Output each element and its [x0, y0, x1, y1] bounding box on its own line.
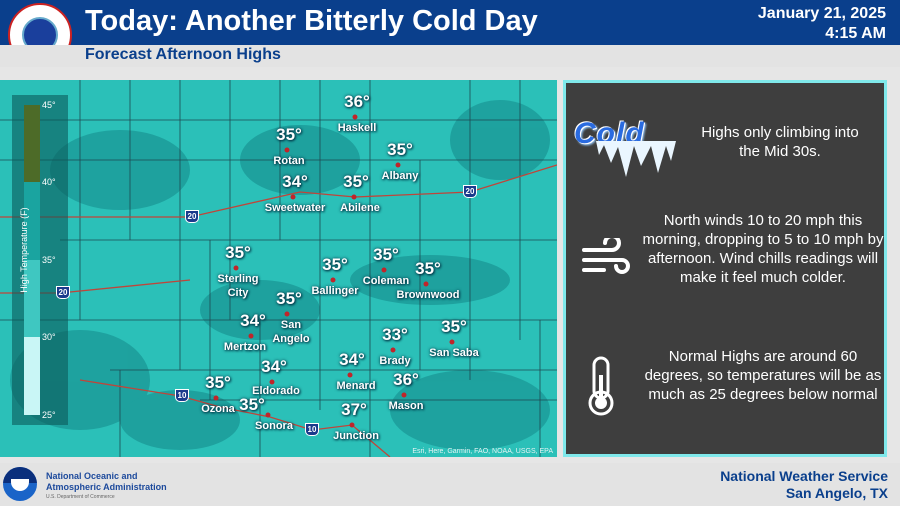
city-dot — [265, 412, 271, 418]
office-line1: National Weather Service — [720, 468, 888, 484]
city-high-temp: 35° — [239, 395, 265, 414]
city-high-temp: 33° — [382, 325, 408, 344]
city-name: Brownwood — [396, 289, 460, 301]
city-high-temp: 34° — [339, 350, 365, 369]
legend-tick: 25° — [42, 410, 56, 420]
city-dot — [351, 194, 357, 200]
legend-band-25-30 — [24, 337, 40, 415]
city-high-temp: 35° — [276, 289, 302, 308]
city-name: Coleman — [362, 275, 410, 287]
city-name: Ozona — [201, 403, 235, 415]
noaa-name: National Oceanic and Atmospheric Administ… — [46, 471, 167, 493]
noaa-logo — [3, 467, 37, 501]
noaa-name-line2: Atmospheric Administration — [46, 482, 167, 492]
city-name: Mason — [388, 400, 424, 412]
city-name: Eldorado — [252, 385, 300, 397]
noaa-name-line1: National Oceanic and — [46, 471, 138, 481]
city-high-temp: 34° — [282, 172, 308, 191]
map-credit: Esri, Here, Garmin, FAO, NOAA, USGS, EPA — [412, 448, 553, 455]
legend-tick: 30° — [42, 332, 56, 342]
city-dot — [330, 277, 336, 283]
city-name: Ballinger — [311, 285, 359, 297]
legend-band-35-40 — [24, 182, 40, 260]
city-high-temp: 35° — [276, 125, 302, 144]
city-high-temp: 35° — [387, 140, 413, 159]
legend-tick: 45° — [42, 100, 56, 110]
city-dot — [290, 194, 296, 200]
city-dot — [213, 395, 219, 401]
page-title: Today: Another Bitterly Cold Day — [85, 5, 538, 37]
subtitle-bar — [0, 45, 900, 67]
office-name: National Weather Service San Angelo, TX — [720, 468, 888, 502]
city-dot — [390, 347, 396, 353]
city-name: Haskell — [337, 122, 377, 134]
city-high-temp: 37° — [341, 400, 367, 419]
city-dot — [352, 114, 358, 120]
wind-icon — [582, 238, 630, 274]
highs-text: Highs only climbing into the Mid 30s. — [701, 124, 859, 160]
city-dot — [269, 379, 275, 385]
legend-band-40-45 — [24, 105, 40, 182]
office-line2: San Angelo, TX — [785, 485, 888, 501]
city-high-temp: 34° — [240, 311, 266, 330]
legend-tick: 40° — [42, 177, 56, 187]
city-name: Albany — [381, 170, 419, 182]
temperature-map: Esri, Here, Garmin, FAO, NOAA, USGS, EPA — [0, 80, 557, 457]
county-map — [0, 80, 557, 457]
legend-title: High Temperature (F) — [19, 207, 29, 293]
city-high-temp: 35° — [205, 373, 231, 392]
city-dot — [395, 162, 401, 168]
city-high-temp: 35° — [322, 255, 348, 274]
issue-time: 4:15 AM — [825, 25, 886, 42]
legend-band-30-35 — [24, 260, 40, 337]
temperature-legend: 45° 40° 35° 30° 25° High Temperature (F) — [12, 95, 68, 425]
city-name: Menard — [336, 380, 376, 392]
city-name: Mertzon — [223, 341, 267, 353]
city-high-temp: 36° — [393, 370, 419, 389]
cold-icon: Cold — [574, 117, 678, 179]
header-bar — [0, 0, 900, 45]
city-name: Junction — [333, 430, 379, 442]
page-subtitle: Forecast Afternoon Highs — [85, 46, 281, 63]
interstate-shield: 10 — [175, 389, 189, 402]
city-name: Sterling City — [217, 273, 259, 299]
city-high-temp: 34° — [261, 357, 287, 376]
legend-tick: 35° — [42, 255, 56, 265]
city-name: Rotan — [273, 155, 305, 167]
issue-date: January 21, 2025 — [757, 5, 886, 22]
interstate-shield: 20 — [185, 210, 199, 223]
interstate-shield: 20 — [463, 185, 477, 198]
city-dot — [401, 392, 407, 398]
city-name: Sweetwater — [264, 202, 326, 214]
city-name: San Angelo — [272, 319, 310, 345]
city-high-temp: 35° — [225, 243, 251, 262]
city-dot — [284, 311, 290, 317]
city-dot — [349, 422, 355, 428]
wind-text: North winds 10 to 20 mph this morning, d… — [642, 212, 884, 286]
city-dot — [449, 339, 455, 345]
city-name: San Saba — [429, 347, 479, 359]
interstate-shield: 20 — [56, 286, 70, 299]
city-dot — [347, 372, 353, 378]
noaa-department: U.S. Department of Commerce — [46, 494, 115, 500]
info-panel: Cold Highs only climbing into the Mid 30… — [563, 80, 887, 457]
city-dot — [233, 265, 239, 271]
city-high-temp: 35° — [415, 259, 441, 278]
thermometer-icon — [588, 356, 614, 416]
interstate-shield: 10 — [305, 423, 319, 436]
city-name: Sonora — [255, 420, 293, 432]
city-name: Abilene — [340, 202, 380, 214]
city-dot — [381, 267, 387, 273]
city-dot — [284, 147, 290, 153]
city-high-temp: 35° — [373, 245, 399, 264]
city-high-temp: 35° — [343, 172, 369, 191]
footer-bar — [0, 463, 900, 506]
city-name: Brady — [379, 355, 411, 367]
city-high-temp: 35° — [441, 317, 467, 336]
city-dot — [248, 333, 254, 339]
city-high-temp: 36° — [344, 92, 370, 111]
city-dot — [423, 281, 429, 287]
issue-datetime: January 21, 2025 4:15 AM — [758, 4, 886, 44]
normal-highs-text: Normal Highs are around 60 degrees, so t… — [644, 348, 882, 403]
